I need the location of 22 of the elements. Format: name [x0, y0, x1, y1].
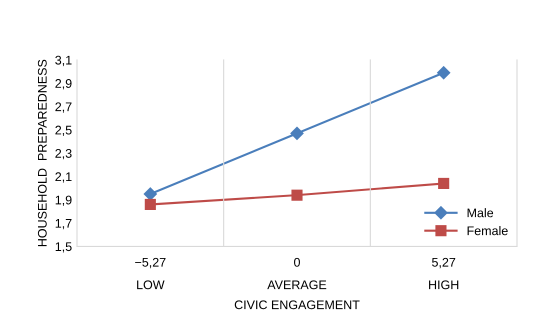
y-axis-title: HOUSEHOLD PREPAREDNESS	[38, 60, 47, 246]
x-tick-label: 0 AVERAGE	[267, 258, 326, 290]
y-tick-label: 2,1	[55, 172, 72, 183]
y-tick-label: 3,1	[55, 56, 72, 66]
point	[291, 190, 303, 201]
point	[290, 126, 304, 140]
point	[437, 66, 450, 80]
x-tick-label: 5,27 HIGH	[429, 258, 458, 290]
point	[144, 187, 157, 201]
x-axis-title: CIVIC ENGAGEMENT	[234, 300, 360, 310]
y-tick-label: 2,7	[55, 102, 72, 113]
y-tick-label: 1,9	[56, 196, 72, 206]
y-tick-label: 2,3	[55, 148, 72, 160]
point	[438, 178, 450, 190]
y-tick-label: 1,7	[56, 219, 72, 230]
y-tick-label: 2,9	[55, 79, 72, 90]
legend-label: Male	[468, 208, 494, 218]
legend-label: Female	[468, 226, 508, 236]
y-tick-label: 2,5	[55, 126, 72, 136]
x-tick-label: −5,27 LOW	[135, 258, 166, 290]
point	[144, 198, 156, 210]
y-tick-label: 1,5	[56, 242, 72, 253]
